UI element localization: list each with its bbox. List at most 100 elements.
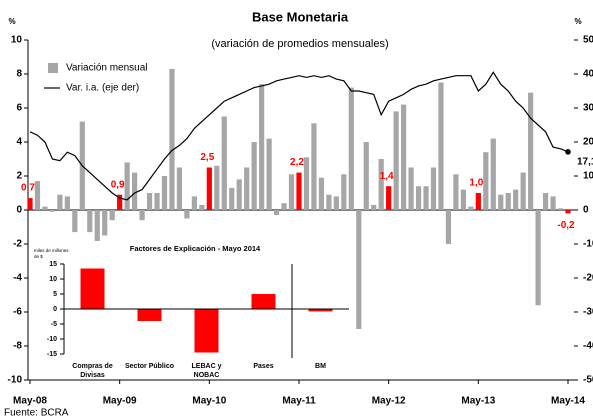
bar (513, 189, 519, 210)
value-label: 0,7 (21, 183, 35, 194)
line-end-marker (565, 149, 571, 155)
bar (176, 167, 183, 210)
bar (490, 138, 496, 210)
bar (498, 194, 504, 210)
bar (49, 210, 56, 212)
inset-y-tick-label: 10 (49, 276, 57, 283)
bar (124, 162, 130, 210)
bar (348, 87, 354, 210)
value-label: 1,4 (380, 171, 394, 182)
y-tick-label: 0 (16, 205, 22, 216)
bar (535, 210, 541, 306)
bar (229, 187, 235, 210)
bar (371, 204, 377, 210)
x-tick-label: May-12 (372, 396, 406, 407)
legend-swatch (48, 63, 58, 73)
y2-tick-label: -30 (583, 307, 593, 318)
bar (303, 157, 310, 210)
value-label: 0,9 (111, 179, 125, 190)
inset-x-tick-label: Compras de Divisas (72, 363, 113, 379)
bar (408, 167, 414, 210)
bar (468, 206, 474, 210)
bar (154, 193, 160, 210)
inset-bar (194, 309, 219, 353)
y2-tick-label: 20 (583, 137, 593, 148)
legend-label: Variación mensual (66, 63, 148, 74)
bar (259, 84, 265, 210)
bar (475, 193, 481, 210)
bar (184, 210, 190, 219)
value-label: 1,0 (469, 178, 483, 189)
bar (557, 208, 564, 210)
bar (326, 194, 332, 210)
bar (42, 206, 48, 210)
inset-y-tick-label: 0 (53, 306, 57, 313)
bar (64, 196, 70, 210)
y2-tick-label: -20 (583, 273, 593, 284)
inset-y-tick-label: 15 (49, 261, 57, 268)
value-label: 2,5 (200, 152, 214, 163)
bar (386, 186, 392, 210)
inset-x-tick-label: Pases (253, 363, 274, 370)
bar (117, 194, 123, 210)
value-label: -0,2 (557, 220, 575, 231)
bar (169, 68, 175, 211)
bar (281, 203, 287, 210)
source: Fuente: BCRA (4, 408, 69, 419)
y2-tick-label: 40 (583, 69, 593, 80)
y2-tick-label: -40 (583, 341, 593, 352)
y2-tick-label: -10 (583, 239, 593, 250)
bar (57, 194, 63, 210)
y-tick-label: -2 (13, 239, 22, 250)
bar (460, 189, 466, 210)
inset-bar (80, 268, 105, 309)
bar (146, 193, 153, 210)
y-tick-label: 6 (16, 103, 22, 114)
value-label: 2,2 (290, 157, 304, 168)
bar (453, 174, 459, 210)
bar (520, 172, 526, 210)
bar (132, 172, 138, 210)
y-tick-label: 2 (16, 171, 22, 182)
bar (273, 210, 280, 216)
y2-tick-label: -50 (583, 375, 593, 386)
y2-tick-label: 30 (583, 103, 593, 114)
inset-x-tick-label: Sector Público (124, 363, 174, 370)
line (29, 71, 569, 201)
inset-y-tick-label: -5 (51, 321, 57, 328)
y2-tick-label: 0 (583, 205, 589, 216)
bar (341, 174, 347, 210)
bar (565, 210, 571, 214)
x-tick-label: May-08 (13, 396, 47, 407)
y-tick-label: 4 (16, 137, 22, 148)
bar (221, 116, 227, 210)
bar (87, 210, 93, 233)
bar (214, 165, 220, 210)
bar (401, 104, 407, 210)
inset-y-tick-label: 5 (53, 291, 57, 298)
x-tick-label: May-11 (282, 396, 316, 407)
bar (438, 82, 444, 210)
y2-tick-label: 50 (583, 35, 593, 46)
legend-label: Var. i.a. (eje der) (66, 83, 139, 94)
bar (415, 186, 422, 210)
bar (296, 172, 302, 210)
bar (363, 142, 369, 210)
bar (311, 123, 317, 210)
bar (251, 142, 257, 210)
y-tick-label: -8 (13, 341, 22, 352)
chart-subtitle: (variación de promedios mensuales) (211, 38, 388, 50)
bar (236, 179, 242, 210)
inset-x-tick-label: BM (315, 363, 326, 370)
x-tick-label: May-10 (192, 396, 226, 407)
inset-bar (251, 294, 276, 309)
bar (333, 196, 339, 210)
bar (161, 176, 168, 210)
bar (483, 152, 489, 210)
inset-y-label: miles de millones de $ (34, 248, 69, 259)
bar (430, 167, 437, 210)
y2-unit: % (574, 17, 581, 26)
bar (288, 174, 295, 210)
